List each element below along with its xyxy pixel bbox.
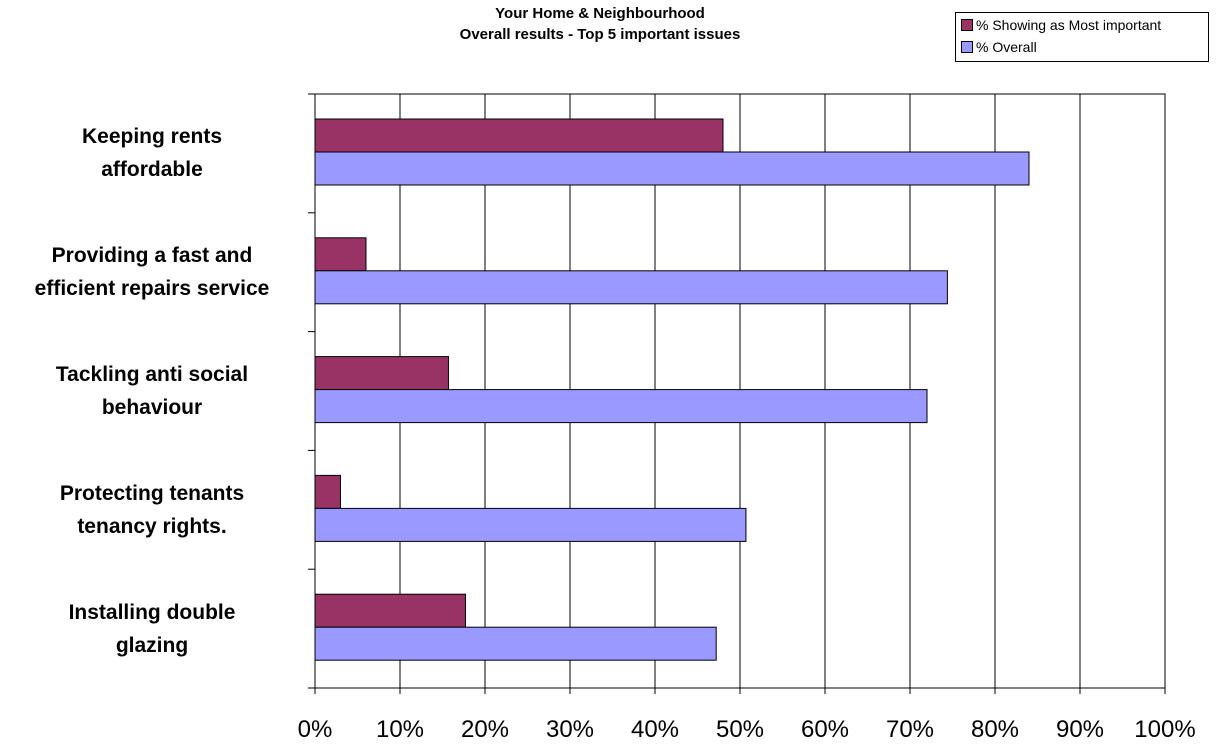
- legend-label-most-important: % Showing as Most important: [976, 17, 1162, 33]
- category-label-line: Keeping rents: [81, 125, 223, 149]
- x-tick-label: 100%: [1134, 716, 1196, 743]
- x-tick-label: 50%: [715, 716, 765, 743]
- bar: [314, 270, 948, 305]
- legend-label-overall: % Overall: [976, 39, 1037, 55]
- category-label: Installing double glazing: [2, 596, 302, 662]
- category-label-line: Protecting tenants: [59, 481, 245, 505]
- category-label: Keeping rents affordable: [2, 120, 302, 186]
- bar: [314, 507, 747, 542]
- x-tick-label: 30%: [545, 716, 595, 743]
- chart-subtitle: Overall results - Top 5 important issues: [459, 26, 741, 43]
- bar: [314, 237, 367, 272]
- category-label-line: tenancy rights.: [77, 514, 227, 538]
- category-label-line: Tackling anti social: [55, 363, 249, 386]
- legend-item-overall: % Overall: [961, 39, 1037, 55]
- chart-title: Your Home & Neighbourhood: [495, 5, 705, 22]
- legend-swatch-most-important: [961, 19, 973, 31]
- x-tick-label: 0%: [297, 716, 333, 743]
- x-tick-label: 60%: [800, 716, 850, 743]
- bar: [314, 356, 449, 391]
- category-label-line: affordable: [101, 158, 203, 182]
- x-tick-label: 80%: [970, 716, 1020, 743]
- category-label-line: behaviour: [101, 396, 203, 419]
- legend: % Showing as Most important % Overall: [955, 12, 1209, 62]
- legend-item-most-important: % Showing as Most important: [961, 17, 1161, 33]
- x-tick-label: 20%: [460, 716, 510, 743]
- category-label: Providing a fast and efficient repairs se…: [2, 239, 302, 305]
- category-label-line: Providing a fast and: [51, 244, 253, 268]
- x-tick-label: 90%: [1055, 716, 1105, 743]
- x-tick-label: 40%: [630, 716, 680, 743]
- bar: [314, 626, 717, 661]
- category-label-line: glazing: [115, 633, 189, 657]
- category-label: Tackling anti social behaviour: [2, 358, 302, 424]
- x-tick-label: 10%: [375, 716, 425, 743]
- bar: [314, 389, 928, 424]
- x-tick-label: 70%: [885, 716, 935, 743]
- category-label-line: Installing double: [68, 600, 236, 624]
- bar: [314, 474, 341, 509]
- bar: [314, 593, 466, 628]
- legend-swatch-overall: [961, 41, 973, 53]
- bar: [314, 151, 1030, 186]
- category-label-line: efficient repairs service: [34, 277, 270, 301]
- category-label: Protecting tenants tenancy rights.: [2, 477, 302, 543]
- bar: [314, 118, 724, 153]
